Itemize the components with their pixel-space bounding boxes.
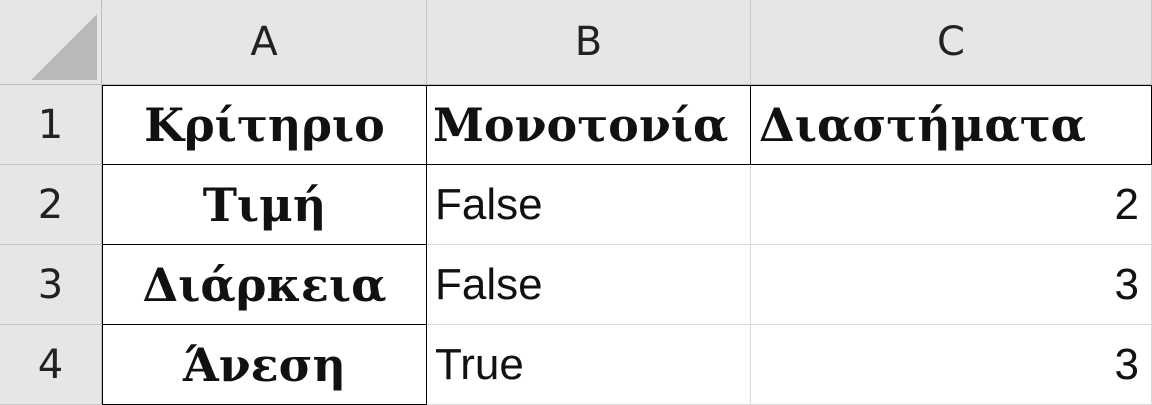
cell-b4[interactable]: True <box>427 325 751 405</box>
row-header-4[interactable]: 4 <box>0 325 102 405</box>
select-all-triangle-icon <box>31 14 97 80</box>
column-header-c[interactable]: C <box>751 0 1152 85</box>
column-header-b[interactable]: B <box>427 0 751 85</box>
cell-c3[interactable]: 3 <box>751 245 1152 325</box>
cell-b2[interactable]: False <box>427 165 751 245</box>
cell-a4[interactable]: Άνεση <box>102 325 427 405</box>
cell-a3[interactable]: Διάρκεια <box>102 245 427 325</box>
column-header-a[interactable]: A <box>102 0 427 85</box>
cell-b1[interactable]: Μονοτονία <box>427 85 751 165</box>
cell-c1[interactable]: Διαστήματα <box>751 85 1152 165</box>
row-header-3[interactable]: 3 <box>0 245 102 325</box>
cell-c2[interactable]: 2 <box>751 165 1152 245</box>
select-all-button[interactable] <box>0 0 102 85</box>
cell-a2[interactable]: Τιμή <box>102 165 427 245</box>
cell-a1[interactable]: Κρίτηριο <box>102 85 427 165</box>
cell-c4[interactable]: 3 <box>751 325 1152 405</box>
row-header-2[interactable]: 2 <box>0 165 102 245</box>
row-header-1[interactable]: 1 <box>0 85 102 165</box>
cell-b3[interactable]: False <box>427 245 751 325</box>
